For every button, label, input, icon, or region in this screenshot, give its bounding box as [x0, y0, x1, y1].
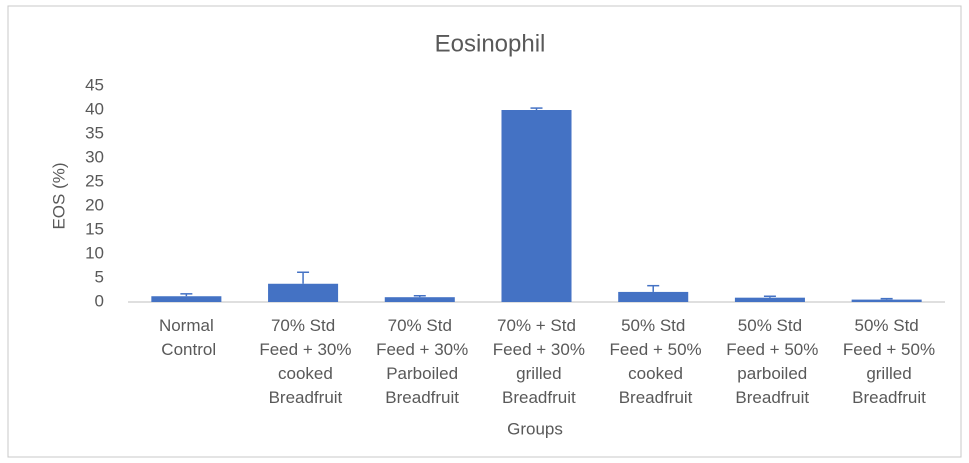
x-tick-label-line: Breadfruit [497, 388, 576, 407]
x-tick-label-line: Breadfruit [381, 388, 460, 407]
y-tick-label: 40 [85, 99, 104, 118]
y-tick-label: 5 [95, 267, 104, 286]
y-tick-label: 20 [85, 195, 104, 214]
error-bar [297, 271, 310, 284]
error-bar [180, 293, 193, 297]
x-tick-label-line: Feed + 30% [255, 340, 352, 359]
x-tick-label-line: 50% Std [621, 316, 685, 335]
x-tick-label-line: cooked [623, 364, 683, 383]
y-tick-label: 45 [85, 75, 104, 94]
x-tick-label-line: Feed + 30% [488, 340, 585, 359]
x-tick-label-line: grilled [511, 364, 561, 383]
x-tick-label-line: cooked [273, 364, 333, 383]
bar [268, 283, 339, 302]
x-tick-label-line: Feed + 50% [605, 340, 702, 359]
error-bar [530, 107, 543, 110]
error-bar [880, 297, 893, 300]
x-tick-label-line: Normal [159, 316, 214, 335]
x-tick-label-line: 50% Std [855, 316, 919, 335]
bar [151, 296, 222, 302]
x-axis-label: Groups [507, 419, 563, 438]
error-bar [647, 284, 660, 292]
x-tick-label-line: Feed + 50% [721, 340, 818, 359]
chart-title: Eosinophil [435, 30, 546, 57]
x-tick-label: Normal Control [157, 316, 217, 359]
x-tick-label-line: Breadfruit [614, 388, 693, 407]
y-tick-label: 30 [85, 147, 104, 166]
x-tick-label-line: 50% Std [738, 316, 802, 335]
x-tick-label-line: 70% Std [388, 316, 452, 335]
bar [501, 110, 572, 302]
bar [851, 299, 922, 302]
x-tick-label-line: Control [157, 340, 217, 359]
x-tick-label-line: grilled [862, 364, 912, 383]
x-tick-label-line: Breadfruit [847, 388, 926, 407]
x-tick-label-line: Parboiled [382, 364, 459, 383]
frame [7, 5, 962, 458]
y-axis-label: EOS (%) [49, 162, 68, 229]
x-tick-label: 50% Std Feed + 50% grilled Breadfruit [838, 316, 935, 407]
x-tick-label-line: Feed + 50% [838, 340, 935, 359]
x-tick-label: 70% Std Feed + 30% Parboiled Breadfruit [371, 316, 468, 407]
bar [384, 297, 455, 302]
y-tick-label: 10 [85, 243, 104, 262]
y-tick-label: 35 [85, 123, 104, 142]
x-tick-label-line: Breadfruit [731, 388, 810, 407]
x-tick-label-line: Breadfruit [264, 388, 343, 407]
x-tick-label-line: parboiled [733, 364, 808, 383]
x-tick-label: 70% + Std Feed + 30% grilled Breadfruit [488, 316, 585, 407]
error-bar [763, 295, 776, 298]
x-tick-label: 50% Std Feed + 50% cooked Breadfruit [605, 316, 702, 407]
x-tick-label: 70% Std Feed + 30% cooked Breadfruit [255, 316, 352, 407]
bar [618, 291, 689, 302]
y-tick-label: 0 [95, 291, 104, 310]
y-tick-label: 15 [85, 219, 104, 238]
y-tick-label: 25 [85, 171, 104, 190]
error-bar [413, 295, 426, 298]
x-tick-label: 50% Std Feed + 50% parboiled Breadfruit [721, 316, 818, 407]
x-tick-label-line: 70% Std [271, 316, 335, 335]
x-tick-label-line: 70% + Std [497, 316, 576, 335]
x-tick-label-line: Feed + 30% [371, 340, 468, 359]
bar [734, 297, 805, 302]
